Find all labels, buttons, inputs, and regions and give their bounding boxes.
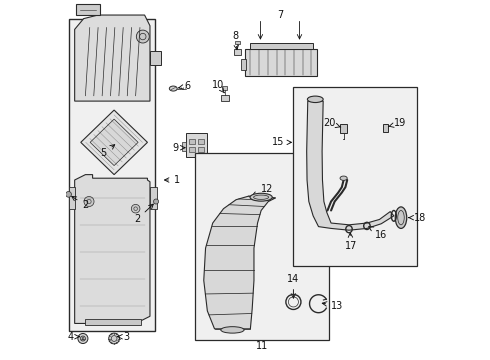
Polygon shape (81, 110, 147, 175)
Bar (383, 124, 389, 132)
Text: 5: 5 (100, 145, 115, 158)
Bar (85, 319, 141, 325)
Ellipse shape (340, 176, 347, 180)
Bar (341, 125, 347, 134)
Text: 13: 13 (322, 301, 343, 311)
Polygon shape (74, 15, 150, 101)
Bar (190, 147, 195, 152)
Text: 11: 11 (256, 341, 268, 351)
Bar (220, 95, 228, 101)
Polygon shape (90, 119, 138, 166)
Bar (190, 139, 195, 144)
Polygon shape (74, 175, 150, 323)
Bar (234, 49, 242, 55)
Text: 10: 10 (212, 80, 224, 93)
Text: 9: 9 (172, 143, 185, 153)
Circle shape (136, 30, 149, 43)
Bar (250, 42, 313, 49)
Circle shape (80, 336, 85, 341)
Bar (235, 41, 240, 44)
Circle shape (131, 204, 140, 213)
Text: 2: 2 (134, 204, 153, 224)
Text: 4: 4 (68, 332, 79, 342)
Text: 7: 7 (277, 10, 283, 20)
Circle shape (109, 333, 120, 344)
Text: 12: 12 (252, 184, 273, 196)
Circle shape (84, 197, 94, 207)
Bar (198, 147, 204, 152)
Ellipse shape (307, 96, 323, 103)
Text: 18: 18 (409, 213, 426, 222)
Text: 3: 3 (118, 332, 130, 342)
Text: 6: 6 (179, 81, 191, 91)
Bar (195, 153, 329, 339)
Ellipse shape (221, 327, 244, 333)
Bar (181, 142, 186, 151)
Circle shape (153, 199, 159, 204)
Polygon shape (307, 101, 394, 230)
Bar (245, 49, 317, 76)
Ellipse shape (250, 193, 272, 201)
Text: 2: 2 (72, 197, 88, 210)
Polygon shape (69, 187, 74, 209)
Ellipse shape (170, 86, 177, 91)
Polygon shape (150, 187, 157, 209)
Text: 15: 15 (272, 138, 292, 147)
Polygon shape (150, 51, 161, 65)
Bar (186, 134, 207, 157)
Text: 19: 19 (389, 118, 406, 128)
Circle shape (66, 192, 72, 197)
Bar (222, 86, 227, 90)
Text: 20: 20 (323, 118, 341, 128)
Polygon shape (204, 196, 275, 329)
Bar (69, 19, 155, 330)
Bar (294, 87, 417, 266)
Ellipse shape (395, 207, 407, 228)
Circle shape (78, 333, 88, 343)
Text: 14: 14 (287, 274, 299, 298)
Text: 8: 8 (232, 31, 239, 50)
Bar (198, 139, 204, 144)
Text: 17: 17 (344, 233, 357, 251)
Text: 16: 16 (369, 226, 387, 239)
Polygon shape (76, 4, 100, 15)
Bar (241, 59, 246, 69)
Text: 1: 1 (165, 175, 180, 185)
